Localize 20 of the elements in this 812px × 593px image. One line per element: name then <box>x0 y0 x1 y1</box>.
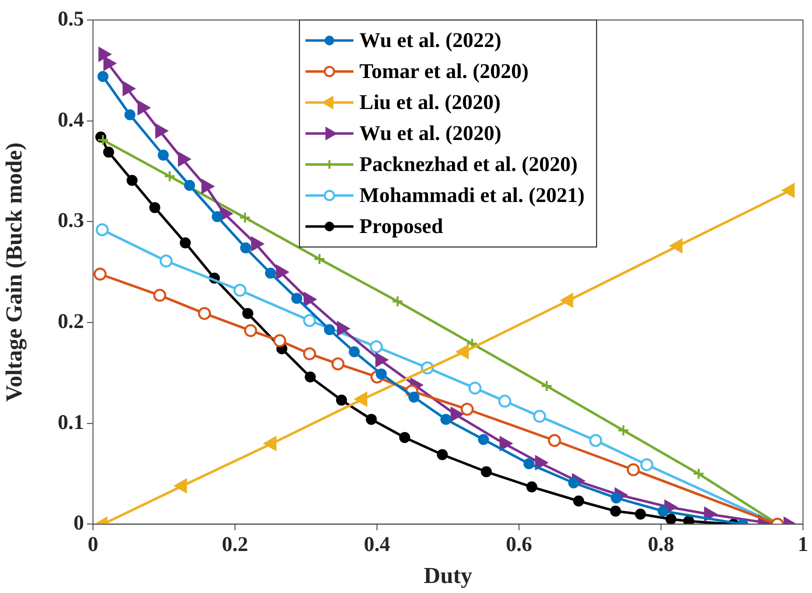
y-tick-label: 0.1 <box>58 410 84 434</box>
x-tick-label: 1 <box>798 532 808 556</box>
y-tick-label: 0.5 <box>58 6 84 30</box>
y-tick-label: 0.2 <box>58 308 84 333</box>
x-tick-label: 0.4 <box>364 532 391 556</box>
legend-label: Liu et al. (2020) <box>359 90 501 114</box>
legend-label: Wu et al. (2020) <box>359 120 502 145</box>
x-tick-label: 0.8 <box>648 532 674 556</box>
legend-label: Proposed <box>359 214 444 238</box>
x-axis-title: Duty <box>424 563 473 588</box>
legend-label: Wu et al. (2022) <box>359 28 502 52</box>
x-tick-label: 0.2 <box>222 532 248 556</box>
legend-label: Tomar et al. (2020) <box>359 58 529 83</box>
legend-label: Mohammadi et al. (2021) <box>359 182 585 207</box>
x-tick-label: 0.6 <box>506 532 532 556</box>
legend-label: Packnezhad et al. (2020) <box>359 152 578 176</box>
y-tick-label: 0.3 <box>58 208 84 232</box>
y-tick-label: 0 <box>74 510 84 535</box>
y-axis-title: Voltage Gain (Buck mode) <box>2 142 28 402</box>
y-tick-label: 0.4 <box>58 107 84 132</box>
